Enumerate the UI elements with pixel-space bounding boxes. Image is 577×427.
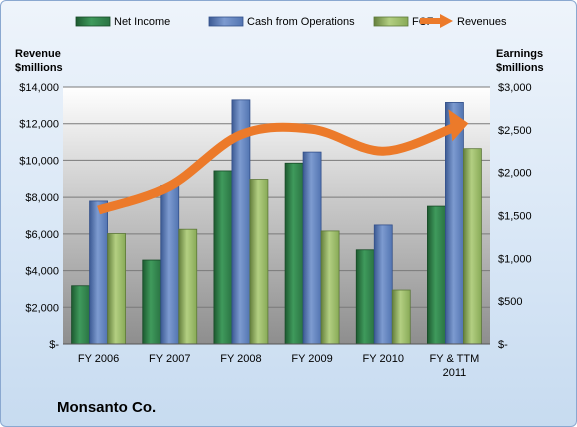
left-axis-tick-label: $12,000	[19, 119, 59, 131]
bar-cash-from-operations	[302, 151, 322, 345]
x-axis-tick-label: FY & TTM	[430, 353, 480, 365]
company-label: Monsanto Co.	[57, 399, 157, 416]
left-axis-title: Revenue	[15, 48, 61, 60]
left-axis-tick-label: $6,000	[25, 229, 59, 241]
bar-net-income	[71, 285, 90, 345]
x-axis-tick-label: FY 2009	[291, 353, 332, 365]
left-axis-tick-label: $-	[49, 339, 59, 351]
bar-fcf	[463, 148, 482, 345]
bar-fcf	[320, 230, 340, 345]
bar-net-income	[427, 205, 446, 345]
revenues-line	[97, 122, 457, 215]
left-axis-title-unit: $millions	[15, 62, 63, 74]
left-axis-tick-label: $10,000	[19, 155, 59, 167]
bar-fcf	[178, 228, 198, 345]
bar-net-income	[355, 249, 375, 345]
x-axis-tick-label: FY 2010	[363, 353, 404, 365]
legend-swatch-revenues-arrowhead	[440, 14, 453, 28]
x-axis-tick-label-line2: 2011	[443, 367, 467, 379]
right-axis-tick-label: $2,500	[498, 125, 532, 137]
left-axis-tick-label: $4,000	[25, 266, 59, 278]
x-axis-tick-label: FY 2008	[220, 353, 261, 365]
right-axis-tick-label: $1,000	[498, 253, 532, 265]
bar-cash-from-operations	[89, 200, 108, 345]
bar-net-income	[142, 259, 162, 345]
x-axis-tick-label: FY 2007	[149, 353, 190, 365]
right-axis-tick-label: $1,500	[498, 211, 532, 223]
right-axis-tick-label: $500	[498, 296, 522, 308]
right-axis-tick-label: $3,000	[498, 82, 532, 94]
legend-swatch-net-income	[75, 16, 111, 27]
legend-label-net-income: Net Income	[114, 16, 170, 28]
legend-label-revenues: Revenues	[457, 16, 507, 28]
bar-net-income	[284, 162, 304, 345]
legend-label-cash-from-operations: Cash from Operations	[247, 16, 355, 28]
x-axis-tick-label: FY 2006	[78, 353, 119, 365]
right-axis-tick-label: $2,000	[498, 168, 532, 180]
left-axis-tick-label: $8,000	[25, 192, 59, 204]
left-axis-tick-label: $14,000	[19, 82, 59, 94]
bar-fcf	[249, 179, 269, 345]
right-axis-tick-label: $-	[498, 339, 508, 351]
bar-cash-from-operations	[160, 185, 180, 345]
bar-cash-from-operations	[373, 224, 393, 345]
left-axis-tick-label: $2,000	[25, 302, 59, 314]
bar-net-income	[213, 170, 233, 345]
legend-swatch-fcf	[373, 16, 409, 27]
bar-fcf	[391, 289, 411, 345]
right-axis-title-unit: $millions	[496, 62, 544, 74]
revenues-arrowhead	[448, 109, 469, 142]
legend-swatch-cash-from-operations	[208, 16, 244, 27]
bar-fcf	[107, 233, 126, 345]
right-axis-title: Earnings	[496, 48, 543, 60]
